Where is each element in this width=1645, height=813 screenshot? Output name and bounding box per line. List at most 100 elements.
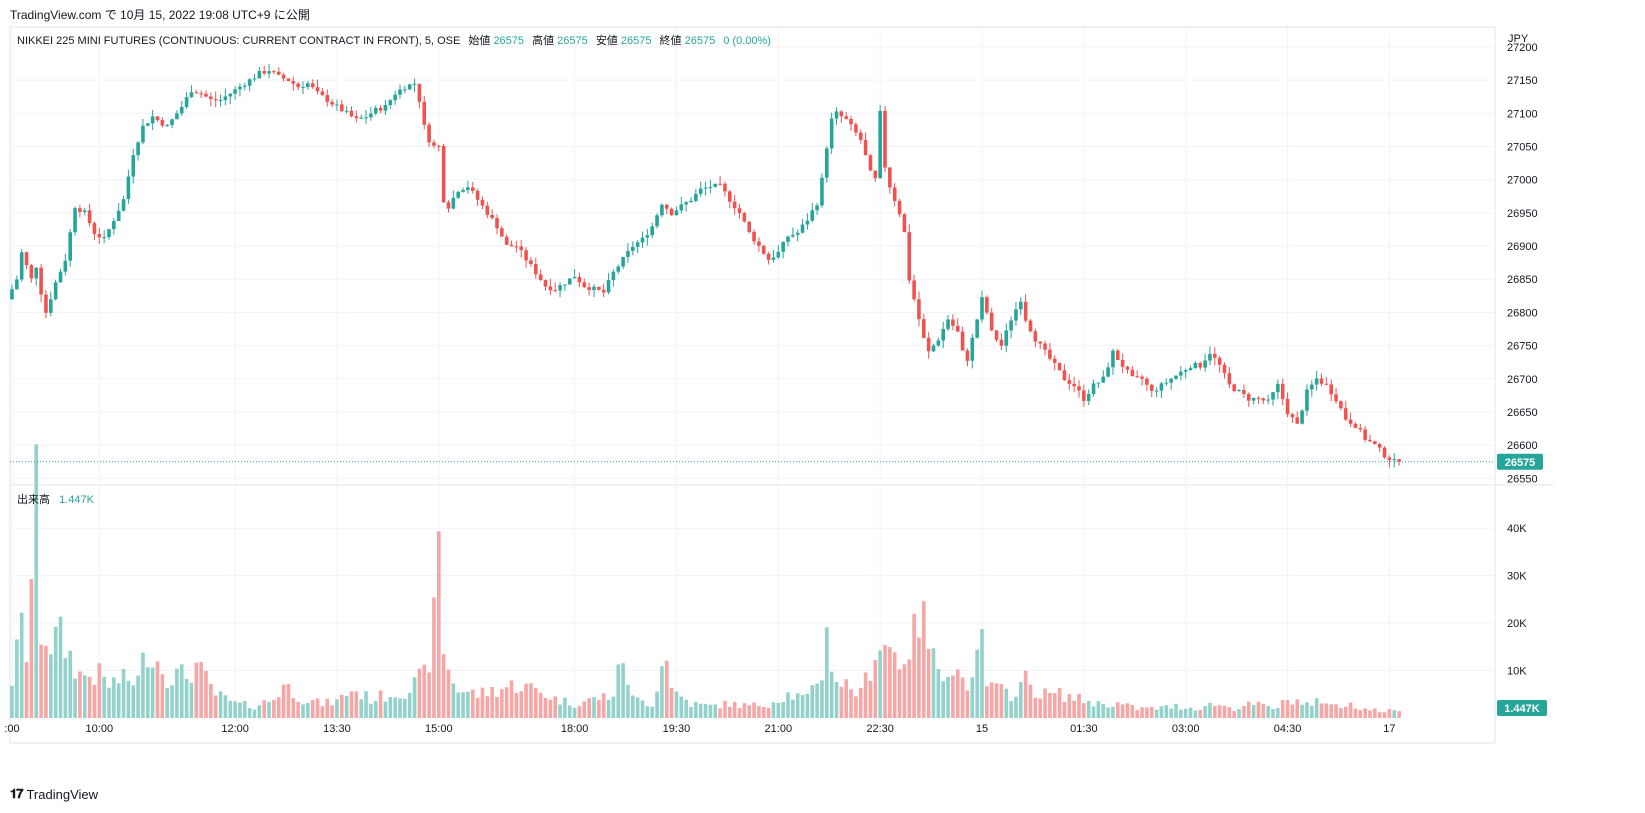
candle	[291, 76, 296, 91]
candle-body	[1140, 376, 1144, 379]
candle-body	[854, 124, 858, 133]
price-tick-label: 26600	[1507, 440, 1538, 452]
volume-bar	[1067, 694, 1072, 718]
volume-bar	[344, 695, 349, 718]
volume-bar	[1091, 706, 1096, 718]
candle-body	[1023, 301, 1028, 321]
volume-bar	[907, 659, 912, 718]
volume-bar	[150, 667, 155, 718]
volume-bar	[1116, 702, 1120, 718]
candle	[504, 234, 509, 246]
candle	[194, 89, 199, 94]
volume-bar	[349, 691, 354, 718]
candle	[737, 203, 742, 219]
candle-body	[412, 83, 417, 85]
volume-bar	[1028, 684, 1033, 718]
volume-bar	[655, 691, 659, 718]
candle-body	[1251, 397, 1256, 401]
footer[interactable]: 𝟏𝟕 TradingView	[10, 786, 98, 802]
candle	[548, 278, 553, 296]
volume-bar	[1193, 710, 1198, 718]
candle-body	[815, 205, 819, 211]
candle-body	[209, 96, 213, 100]
candle-body	[645, 235, 650, 238]
candle-body	[941, 328, 945, 341]
legend: NIKKEI 225 MINI FUTURES (CONTINUOUS: CUR…	[17, 33, 771, 47]
candle	[1232, 383, 1236, 393]
volume-bar	[179, 664, 184, 718]
candle-body	[572, 277, 577, 279]
candle	[795, 229, 800, 242]
candle	[417, 83, 422, 109]
candle-body	[238, 86, 242, 90]
candle	[1295, 411, 1300, 424]
candle	[854, 122, 858, 137]
volume-bar	[1048, 692, 1052, 718]
candle	[1169, 377, 1173, 390]
volume-bar	[92, 684, 97, 718]
candle-body	[179, 106, 184, 114]
candle-body	[165, 125, 169, 127]
volume-bar	[204, 670, 208, 718]
candle	[1363, 426, 1367, 443]
candle	[44, 290, 48, 319]
candle-body	[97, 234, 102, 238]
candle-body	[1387, 457, 1392, 461]
volume-bar	[1145, 707, 1149, 718]
candle	[276, 67, 281, 76]
candle	[461, 187, 465, 193]
volume-bar	[335, 699, 339, 718]
volume-bar	[858, 687, 863, 718]
volume-bar	[73, 678, 77, 718]
volume-bar	[131, 685, 136, 718]
volume-bar	[1382, 712, 1387, 718]
candle-body	[456, 191, 460, 198]
candle	[383, 100, 388, 116]
candle	[1028, 318, 1033, 333]
candle-body	[150, 116, 155, 124]
chart-frame	[9, 26, 1496, 744]
volume-tick-label: 10K	[1507, 666, 1527, 678]
time-tick-label: 03:00	[1172, 723, 1200, 735]
candle	[1314, 371, 1319, 391]
candle-body	[1043, 343, 1047, 350]
candle	[1222, 362, 1227, 379]
candle-body	[1334, 394, 1338, 402]
candle-body	[631, 246, 635, 251]
candle-body	[160, 119, 165, 126]
candle-body	[398, 89, 402, 95]
candle-body	[68, 232, 72, 261]
candle	[892, 183, 897, 207]
candle	[1062, 364, 1067, 381]
candle-body	[820, 177, 824, 206]
volume-bar	[611, 696, 616, 718]
volume-bar	[723, 700, 727, 718]
time-tick-label: :00	[4, 723, 19, 735]
candle-body	[994, 330, 999, 340]
candle	[567, 278, 572, 285]
candle	[815, 202, 819, 215]
volume-bar	[102, 676, 106, 718]
volume-bar	[1397, 711, 1401, 718]
candle	[1348, 412, 1353, 428]
volume-bar	[664, 660, 669, 718]
candle	[703, 181, 708, 196]
volume-bar	[170, 685, 174, 718]
candle	[475, 188, 480, 206]
volume-bar	[757, 706, 761, 718]
candle-body	[684, 202, 688, 205]
candle-body	[1116, 350, 1120, 360]
candle	[310, 79, 315, 89]
volume-bar	[587, 698, 591, 718]
candle	[757, 237, 761, 252]
candle-body	[679, 204, 684, 211]
candle	[1077, 380, 1081, 398]
candle-body	[955, 325, 960, 332]
volume-bar	[970, 677, 975, 718]
candle-body	[1072, 383, 1076, 387]
tradingview-logo-icon: 𝟏𝟕	[10, 786, 24, 801]
volume-bar	[364, 691, 368, 718]
candle	[204, 90, 208, 98]
volume-bar	[359, 699, 363, 718]
